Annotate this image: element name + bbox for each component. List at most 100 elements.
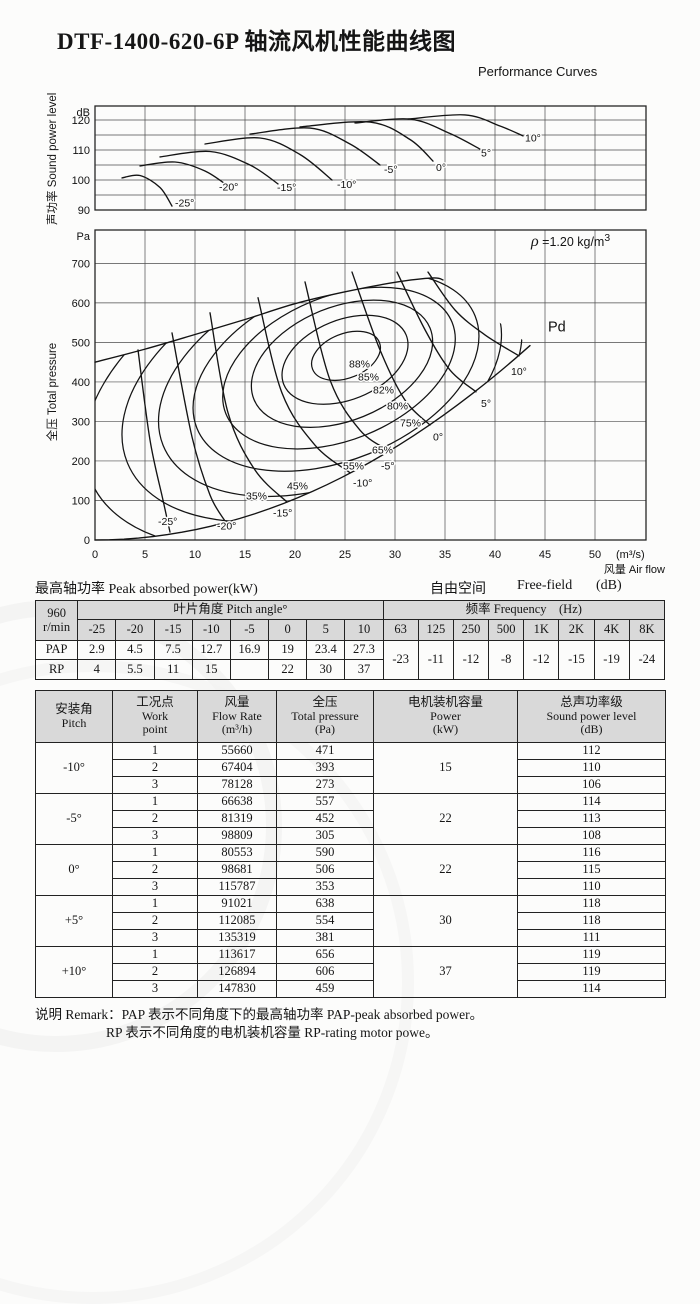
pitch-curve-0° bbox=[351, 271, 431, 426]
pap-value: 23.4 bbox=[306, 640, 346, 660]
axis-tick-label: Pa bbox=[77, 231, 91, 243]
total-pressure-cell: 471 bbox=[276, 742, 374, 760]
efficiency-label: 85% bbox=[358, 372, 379, 384]
flow-rate-cell: 81319 bbox=[197, 810, 277, 828]
axis-tick-label: 500 bbox=[72, 337, 90, 349]
efficiency-label: 65% bbox=[372, 444, 393, 456]
pitch-angle-label: 10° bbox=[525, 133, 541, 145]
pitch-angle-label: -10° bbox=[337, 179, 356, 191]
flow-rate-cell: 66638 bbox=[197, 793, 277, 811]
column-header: 工况点 Work point bbox=[112, 690, 198, 743]
pitch-angle-label: -20° bbox=[217, 521, 236, 533]
power-cell: 22 bbox=[373, 844, 518, 896]
pd-label: Pd bbox=[548, 320, 566, 336]
pitch-angle-label: -10° bbox=[353, 477, 372, 489]
axis-tick-label: 90 bbox=[78, 205, 90, 217]
sound-power-cell: 106 bbox=[517, 776, 666, 794]
pitch-angle-col: -20 bbox=[115, 619, 155, 641]
pitch-angle-col: 5 bbox=[306, 619, 346, 641]
axis-tick-label: 50 bbox=[589, 549, 601, 561]
performance-curves-label: Performance Curves bbox=[478, 64, 598, 79]
sound-power-cell: 118 bbox=[517, 912, 666, 930]
power-cell: 30 bbox=[373, 895, 518, 947]
sound-curve--20° bbox=[139, 161, 229, 187]
column-header: 风量 Flow Rate (m³/h) bbox=[197, 690, 277, 743]
work-point-cell: 3 bbox=[112, 929, 198, 947]
axis-tick-label: 120 bbox=[72, 115, 90, 127]
pitch-angle-header: 叶片角度 Pitch angle° bbox=[77, 600, 384, 620]
flow-rate-cell: 78128 bbox=[197, 776, 277, 794]
work-point-cell: 2 bbox=[112, 963, 198, 981]
rp-value: 15 bbox=[191, 659, 231, 680]
work-point-cell: 3 bbox=[112, 827, 198, 845]
free-field-value: -24 bbox=[628, 640, 666, 680]
row-label-rp: RP bbox=[34, 659, 79, 680]
sound-power-cell: 119 bbox=[517, 963, 666, 981]
page-title: DTF-1400-620-6P 轴流风机性能曲线图 bbox=[57, 29, 457, 54]
pitch-curve--15° bbox=[209, 312, 288, 503]
flow-rate-cell: 147830 bbox=[197, 980, 277, 998]
rp-value bbox=[229, 659, 270, 680]
pap-value: 27.3 bbox=[344, 640, 384, 660]
column-header: 电机装机容量 Power (kW) bbox=[373, 690, 518, 743]
flow-rate-cell: 113617 bbox=[197, 946, 277, 964]
pitch-angle-label: -15° bbox=[273, 507, 292, 519]
efficiency-contours bbox=[95, 277, 530, 540]
pitch-angle-label: -5° bbox=[384, 164, 398, 176]
total-pressure-cell: 381 bbox=[276, 929, 374, 947]
axis-tick-label: 35 bbox=[439, 549, 451, 561]
pitch-angle-label: -15° bbox=[277, 182, 296, 194]
work-point-cell: 1 bbox=[112, 844, 198, 862]
frequency-col: 8K bbox=[628, 619, 666, 641]
sound-power-cell: 113 bbox=[517, 810, 666, 828]
frequency-col: 4K bbox=[593, 619, 630, 641]
sound-power-cell: 111 bbox=[517, 929, 666, 947]
axis-tick-label: 300 bbox=[72, 416, 90, 428]
pap-value: 12.7 bbox=[191, 640, 231, 660]
pap-value: 7.5 bbox=[153, 640, 193, 660]
free-field-value: -8 bbox=[488, 640, 525, 680]
total-pressure-cell: 506 bbox=[276, 861, 374, 879]
axis-tick-label: 风量 Air flow bbox=[604, 563, 665, 576]
flow-rate-cell: 135319 bbox=[197, 929, 277, 947]
remark-line-1: 说明 Remark：PAP 表示不同角度下的最高轴功率 PAP-peak abs… bbox=[35, 1007, 484, 1022]
free-field-caption-zh: 自由空间 bbox=[430, 582, 486, 597]
rp-value: 11 bbox=[153, 659, 193, 680]
pitch-cell: +5° bbox=[35, 895, 113, 947]
pap-value: 16.9 bbox=[229, 640, 270, 660]
sound-curve--10° bbox=[204, 137, 333, 181]
pitch-curve-10° bbox=[427, 271, 520, 357]
power-cell: 22 bbox=[373, 793, 518, 845]
total-pressure-cell: 353 bbox=[276, 878, 374, 896]
efficiency-label: 55% bbox=[343, 461, 364, 473]
total-pressure-cell: 557 bbox=[276, 793, 374, 811]
work-point-cell: 2 bbox=[112, 810, 198, 828]
air-density-note: ρ =1.20 kg/m3 bbox=[531, 233, 611, 251]
sound-chart-curves bbox=[121, 114, 524, 207]
axis-tick-label: 200 bbox=[72, 456, 90, 468]
axis-tick-label: 100 bbox=[72, 495, 90, 507]
flow-rate-cell: 67404 bbox=[197, 759, 277, 777]
axis-tick-label: (m³/s) bbox=[616, 549, 645, 561]
remark-line-2: RP 表示不同角度的电机装机容量 RP-rating motor powe。 bbox=[106, 1024, 439, 1040]
pitch-cell: -5° bbox=[35, 793, 113, 845]
axis-tick-label: 20 bbox=[289, 549, 301, 561]
sound-power-cell: 110 bbox=[517, 759, 666, 777]
rp-value: 37 bbox=[344, 659, 384, 680]
pitch-angle-label: 10° bbox=[511, 366, 527, 378]
rp-value: 22 bbox=[268, 659, 308, 680]
pitch-angle-label: 5° bbox=[481, 398, 491, 410]
rpm-cell: 960 r/min bbox=[34, 600, 79, 641]
operating-points-table: 安装角 Pitch 工况点 Work point 风量 Flow Rate (m³/h) 全压 T… bbox=[35, 690, 666, 998]
axis-tick-label: 400 bbox=[72, 377, 90, 389]
work-point-cell: 2 bbox=[112, 912, 198, 930]
sound-power-cell: 110 bbox=[517, 878, 666, 896]
pressure-chart-y-axis-title: 全压 Total pressure bbox=[47, 342, 59, 442]
work-point-cell: 3 bbox=[112, 878, 198, 896]
sound-power-cell: 112 bbox=[517, 742, 666, 760]
total-pressure-cell: 459 bbox=[276, 980, 374, 998]
pitch-angle-label: -20° bbox=[219, 182, 238, 194]
flow-rate-cell: 55660 bbox=[197, 742, 277, 760]
axis-tick-label: dB bbox=[77, 107, 90, 119]
